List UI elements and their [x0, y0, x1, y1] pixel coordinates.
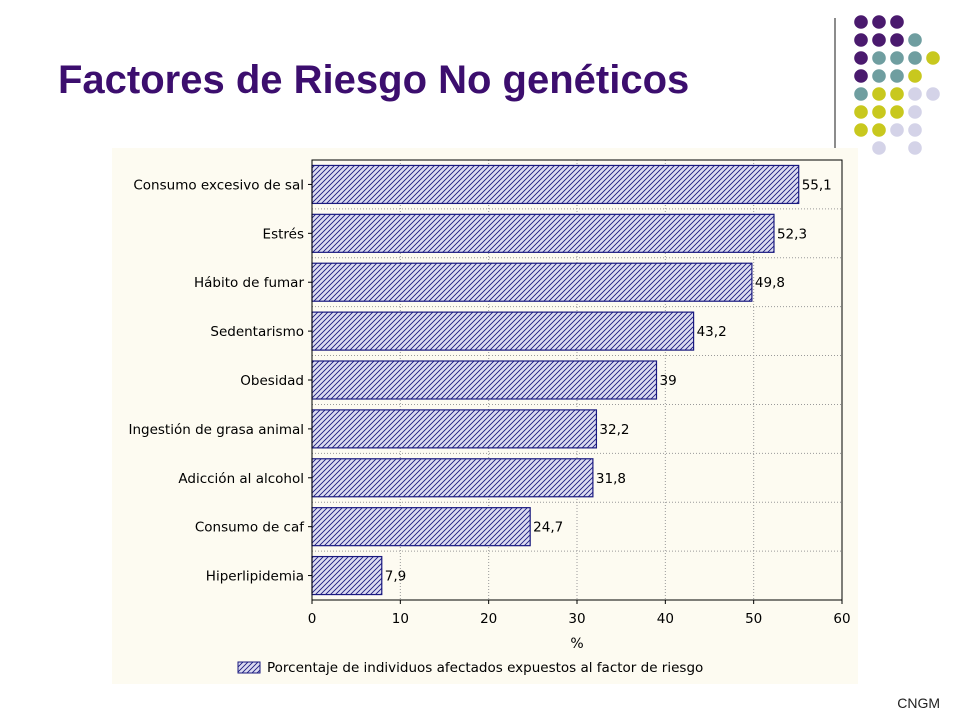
decorative-dot	[854, 51, 868, 65]
category-label: Obesidad	[240, 373, 304, 389]
x-tick-label: 60	[833, 611, 850, 627]
category-label: Adicción al alcohol	[178, 471, 304, 487]
bar	[311, 360, 658, 400]
decorative-dot	[854, 15, 868, 29]
decorative-dot	[854, 123, 868, 137]
x-tick-label: 10	[392, 611, 409, 627]
category-label: Consumo excesivo de sal	[133, 177, 304, 193]
legend-swatch	[237, 661, 261, 674]
decorative-dot	[872, 123, 886, 137]
bar	[311, 507, 531, 547]
decorative-dot	[872, 87, 886, 101]
decorative-dot	[872, 69, 886, 83]
decorative-dot	[890, 69, 904, 83]
decorative-dot	[854, 105, 868, 119]
decorative-dot	[890, 51, 904, 65]
decorative-dot	[854, 69, 868, 83]
bar	[311, 164, 800, 205]
chart-panel: 0 10 20 30 40 50 60 Consumo excesivo de sal 55,1…	[112, 148, 858, 684]
bar	[311, 409, 598, 449]
value-label: 43,2	[697, 324, 727, 340]
legend-label: Porcentaje de individuos afectados expue…	[267, 660, 703, 676]
value-label: 52,3	[777, 226, 807, 242]
title-divider	[834, 18, 836, 150]
decorative-dot	[908, 69, 922, 83]
category-label: Consumo de caf	[195, 520, 305, 536]
bar	[311, 555, 383, 596]
value-label: 55,1	[802, 177, 832, 193]
footer-credit: CNGM	[897, 695, 940, 711]
decorative-dot	[890, 87, 904, 101]
decorative-dot	[872, 105, 886, 119]
category-label: Hiperlipidemia	[206, 569, 304, 585]
decorative-dot	[908, 51, 922, 65]
decorative-dot	[872, 15, 886, 29]
x-tick-label: 0	[308, 611, 317, 627]
decorative-dot	[908, 33, 922, 47]
decorative-dot	[872, 51, 886, 65]
category-label: Sedentarismo	[210, 324, 304, 340]
decorative-dot	[890, 33, 904, 47]
decorative-dot	[890, 105, 904, 119]
decorative-dot	[926, 51, 940, 65]
decorative-dot	[872, 141, 886, 155]
decorative-dot	[926, 87, 940, 101]
decorative-dot	[872, 33, 886, 47]
decorative-dot	[890, 15, 904, 29]
x-tick-label: 20	[480, 611, 497, 627]
decorative-dot	[908, 141, 922, 155]
x-tick-label: 50	[745, 611, 762, 627]
value-label: 39	[660, 373, 677, 389]
slide-title: Factores de Riesgo No genéticos	[58, 58, 690, 102]
decorative-dot	[908, 87, 922, 101]
x-tick-label: 40	[657, 611, 674, 627]
bar	[311, 213, 775, 253]
decorative-dot	[908, 105, 922, 119]
decorative-dot	[854, 33, 868, 47]
value-label: 32,2	[599, 422, 629, 438]
x-tick-label: 30	[568, 611, 585, 627]
value-label: 24,7	[533, 520, 563, 536]
category-label: Estrés	[263, 226, 304, 242]
category-label: Hábito de fumar	[194, 275, 304, 291]
x-axis-title: %	[570, 636, 583, 652]
value-label: 7,9	[385, 569, 406, 585]
decorative-dot	[890, 123, 904, 137]
decorative-dot	[854, 87, 868, 101]
bar	[311, 458, 594, 498]
decorative-dot-grid	[854, 15, 940, 155]
bar	[311, 262, 753, 302]
value-label: 49,8	[755, 275, 785, 291]
category-label: Ingestión de grasa animal	[128, 422, 304, 438]
bar	[311, 311, 695, 351]
decorative-dot	[908, 123, 922, 137]
bar-chart: 0 10 20 30 40 50 60 Consumo excesivo de sal 55,1…	[128, 159, 851, 676]
value-label: 31,8	[596, 471, 626, 487]
